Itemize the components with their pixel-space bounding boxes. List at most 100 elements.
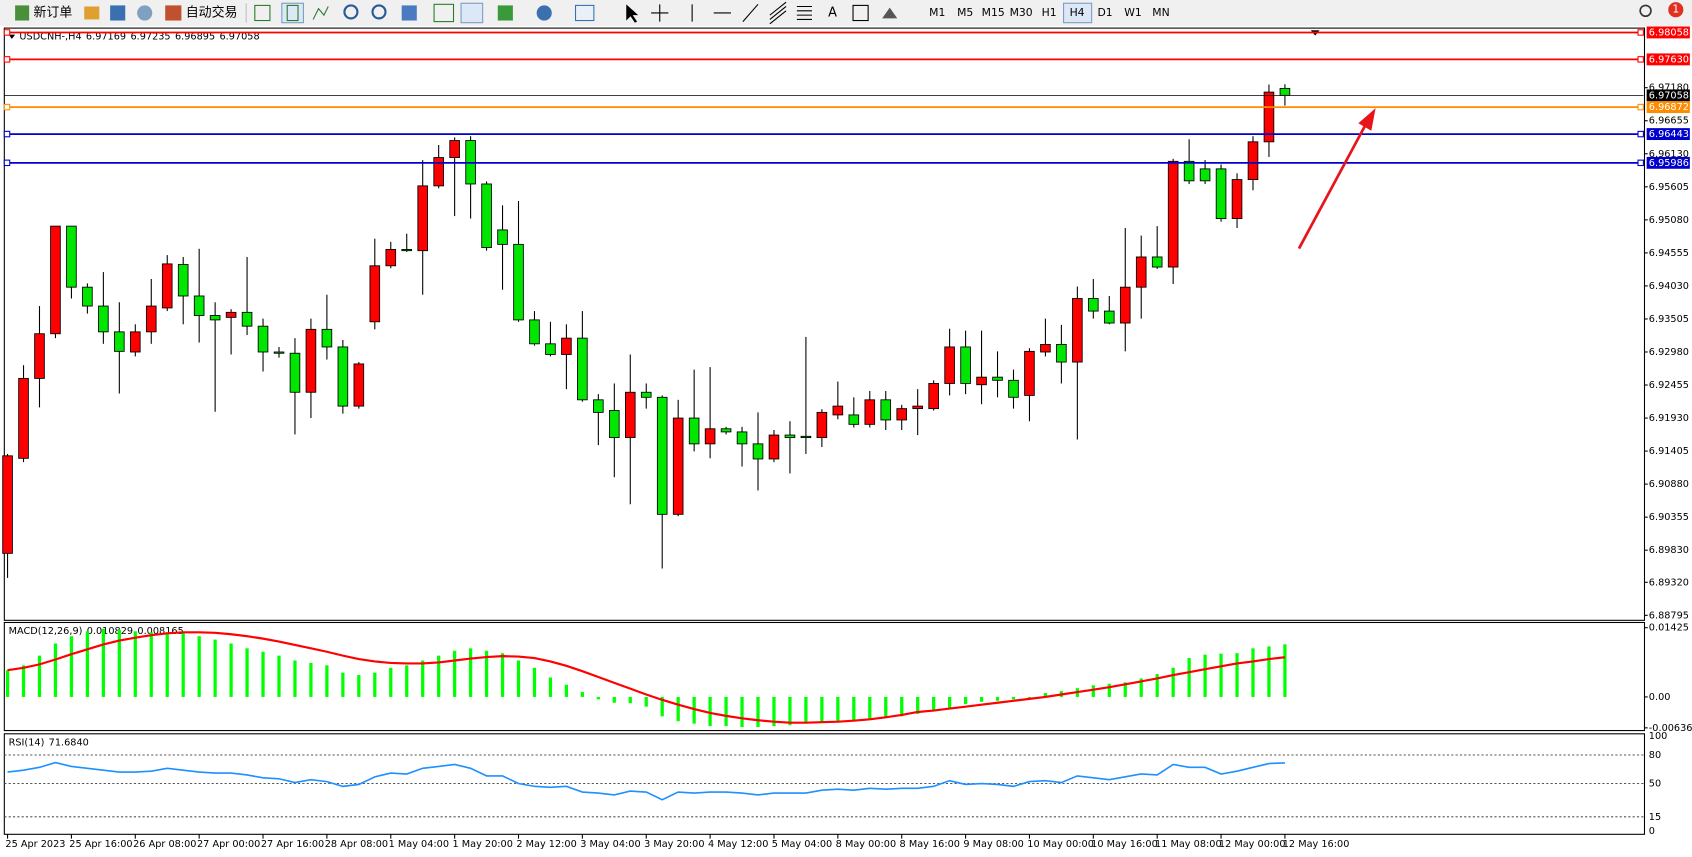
timeframe-button[interactable]: H1 (1042, 6, 1057, 19)
periods-button[interactable] (536, 5, 552, 21)
candle-body (1247, 141, 1259, 181)
arrow-head (1358, 108, 1376, 131)
macd-bar (245, 648, 249, 697)
x-tick-label: 27 Apr 00:00 (197, 839, 260, 850)
macd-bar (165, 632, 169, 697)
timeframe-button[interactable]: W1 (1124, 6, 1142, 19)
candle-body (193, 295, 205, 316)
timeframe-button[interactable]: H4 (1070, 6, 1085, 19)
timeframe-button[interactable]: M30 (1010, 6, 1033, 19)
toolbar-icon[interactable] (84, 6, 100, 20)
candle-body (385, 248, 397, 267)
candle-body (2, 455, 13, 554)
toolbar-icon[interactable] (110, 5, 126, 21)
x-tick-label: 27 Apr 16:00 (261, 839, 324, 850)
candle-body (449, 140, 460, 158)
candle-body (177, 264, 189, 297)
macd-bar (788, 696, 792, 726)
search-button[interactable] (1639, 4, 1652, 18)
label-tool-button[interactable] (852, 4, 869, 22)
templates-button[interactable] (574, 4, 595, 22)
indicators-button[interactable] (497, 5, 513, 21)
notification-badge[interactable] (1668, 2, 1684, 18)
y-tick-label: 6.94030 (1649, 281, 1689, 292)
candle-body (1119, 286, 1131, 324)
line-chart-button[interactable] (312, 6, 329, 20)
candle-body (1279, 87, 1291, 96)
macd-bar (1267, 646, 1271, 697)
candle-body (66, 225, 77, 288)
macd-bar (772, 696, 776, 727)
macd-bar (1155, 674, 1159, 697)
y-tick-label: 100 (1649, 731, 1668, 742)
y-tick-label: 0.01425 (1649, 623, 1689, 634)
timeframe-button[interactable]: D1 (1097, 6, 1112, 19)
candle-chart-button[interactable] (281, 2, 304, 24)
channel-button[interactable] (769, 1, 787, 25)
macd-bar (852, 696, 856, 721)
bar-chart-button[interactable] (254, 4, 271, 22)
macd-bar (357, 675, 361, 697)
level-handle (1637, 159, 1644, 167)
candle-body (992, 376, 1003, 381)
y-tick-label: -0.006367 (1649, 723, 1692, 734)
candle-body (593, 399, 604, 413)
macd-title: MACD(12,26,9) (9, 626, 83, 637)
autoscroll-button[interactable] (433, 3, 455, 23)
toolbar-icon[interactable] (137, 5, 153, 21)
toolbar-background (0, 0, 1692, 26)
crosshair-button[interactable] (651, 4, 669, 22)
x-tick-label: 3 May 20:00 (644, 839, 704, 850)
x-tick-label: 28 Apr 08:00 (325, 839, 388, 850)
candle-body (257, 325, 269, 353)
arrows-button[interactable] (882, 7, 898, 19)
shift-button[interactable] (460, 2, 484, 24)
timeframe-button[interactable]: M15 (982, 6, 1005, 19)
candle-body (1151, 256, 1163, 268)
candle-body (513, 243, 524, 321)
timeframe-button[interactable]: M5 (957, 6, 973, 19)
text-tool-button[interactable]: A (828, 5, 837, 20)
macd-bar (277, 655, 281, 697)
zoom-in-button[interactable] (343, 4, 359, 20)
auto-trading-icon[interactable] (165, 5, 182, 21)
candle-body (337, 346, 349, 407)
zoom-out-button[interactable] (371, 4, 387, 20)
auto-trading-button[interactable]: 自动交易 (186, 4, 238, 20)
macd-bar (405, 665, 409, 697)
candle-body (928, 383, 939, 410)
candle-body (656, 396, 668, 515)
main-pane (3, 27, 1646, 621)
new-order-icon[interactable] (15, 5, 30, 21)
timeframe-button[interactable]: MN (1152, 6, 1169, 19)
candle-body (1072, 298, 1083, 363)
candle-body (736, 431, 748, 445)
candle-body (401, 248, 413, 252)
candle-body (640, 391, 652, 398)
macd-bar (1283, 644, 1287, 697)
macd-bar (820, 696, 824, 723)
candle-body (273, 351, 285, 354)
macd-pane (3, 621, 1646, 732)
fibonacci-button[interactable] (796, 5, 812, 20)
trendline-button[interactable] (742, 3, 759, 22)
candle-body (529, 319, 540, 345)
candle-body (417, 185, 428, 252)
candle-body (688, 417, 700, 445)
macd-bar (500, 653, 505, 697)
candle-body (289, 352, 301, 393)
macd-bar (468, 648, 473, 697)
candle-body (34, 333, 45, 379)
y-tick-label: 80 (1649, 750, 1661, 761)
y-tick-label: 6.91930 (1649, 413, 1689, 424)
candle-body (784, 434, 796, 438)
cursor-button[interactable] (626, 4, 639, 23)
timeframe-button[interactable]: M1 (929, 6, 945, 19)
new-order-button[interactable]: 新订单 (33, 4, 72, 20)
candle-body (976, 376, 987, 386)
tile-button[interactable] (401, 5, 417, 21)
candle-body (624, 391, 636, 438)
level-handle (3, 56, 11, 63)
